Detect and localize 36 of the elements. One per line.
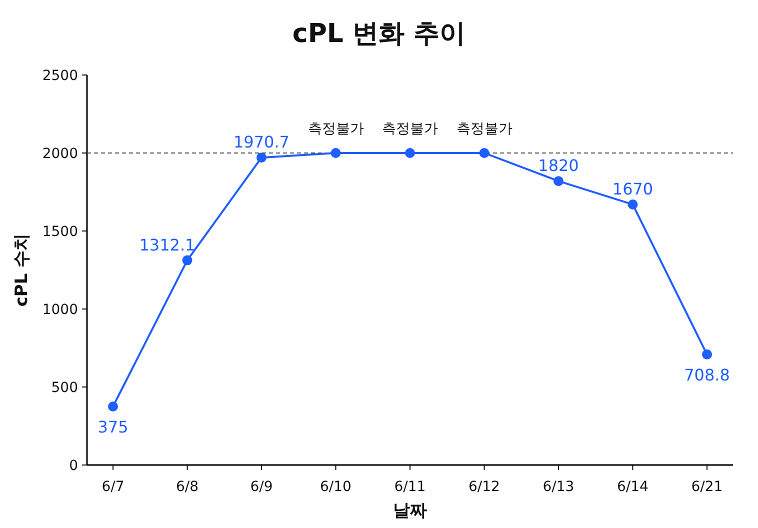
x-tick-label: 6/9 — [250, 479, 273, 495]
x-tick-label: 6/11 — [394, 479, 426, 495]
annotation: 측정불가 — [456, 121, 512, 137]
y-axis-title: cPL 수치 — [12, 233, 32, 307]
point — [182, 255, 192, 266]
point — [479, 148, 490, 158]
point — [256, 152, 266, 163]
point — [405, 148, 415, 158]
data-label: 708.8 — [684, 365, 730, 384]
y-tick-label: 0 — [69, 458, 78, 474]
data-label: 1820 — [538, 156, 579, 176]
data-label: 1312.1 — [139, 235, 196, 254]
point — [108, 402, 118, 412]
point — [554, 176, 564, 186]
x-axis-title: 날짜 — [393, 501, 427, 521]
y-tick-label: 2000 — [42, 146, 78, 162]
y-tick-label: 2500 — [42, 68, 78, 84]
x-tick-label: 6/7 — [102, 479, 124, 495]
x-tick-label: 6/10 — [320, 479, 352, 495]
x-tick-label: 6/13 — [542, 479, 574, 495]
data-label: 1670 — [612, 179, 654, 198]
annotation: 측정불가 — [382, 121, 438, 137]
chart-title: cPL 변화 추이 — [292, 19, 466, 49]
annotation: 측정불가 — [308, 121, 364, 137]
data-label: 1970.7 — [234, 132, 290, 152]
y-tick-label: 1500 — [42, 224, 78, 240]
y-tick-label: 500 — [51, 380, 78, 396]
x-tick-label: 6/21 — [691, 479, 723, 495]
point — [628, 199, 638, 210]
x-tick-label: 6/8 — [176, 479, 199, 495]
data-label: 375 — [98, 418, 128, 436]
point — [702, 349, 712, 360]
x-tick-label: 6/14 — [617, 479, 649, 495]
point — [330, 148, 341, 158]
x-tick-label: 6/12 — [468, 479, 500, 495]
y-tick-label: 1000 — [42, 302, 78, 318]
